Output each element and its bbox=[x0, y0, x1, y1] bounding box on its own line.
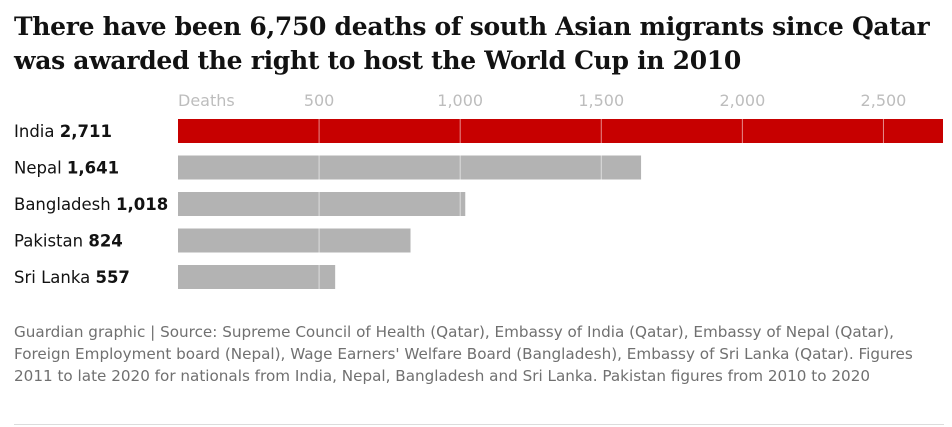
bar-bangladesh bbox=[178, 192, 466, 216]
source-note: Guardian graphic | Source: Supreme Counc… bbox=[14, 323, 913, 385]
bar-india bbox=[178, 119, 943, 143]
value-label: 824 bbox=[88, 232, 122, 251]
value-label: 2,711 bbox=[60, 122, 112, 141]
category-name: Nepal bbox=[14, 159, 67, 178]
value-label: 1,641 bbox=[67, 159, 119, 178]
category-label: Bangladesh 1,018 bbox=[14, 195, 168, 214]
x-axis-label: Deaths bbox=[178, 91, 235, 110]
category-label: Pakistan 824 bbox=[14, 232, 123, 251]
category-name: Pakistan bbox=[14, 232, 88, 251]
x-tick-label: 2,000 bbox=[719, 91, 765, 110]
value-label: 557 bbox=[95, 268, 129, 287]
x-tick-label: 2,500 bbox=[861, 91, 907, 110]
category-label: Sri Lanka 557 bbox=[14, 268, 130, 287]
chart-title: There have been 6,750 deaths of south As… bbox=[14, 12, 930, 75]
x-tick-label: 500 bbox=[304, 91, 335, 110]
bar-pakistan bbox=[178, 228, 411, 253]
x-tick-label: 1,000 bbox=[437, 91, 483, 110]
x-tick-label: 1,500 bbox=[578, 91, 624, 110]
bar-chart: Deaths 500 1,000 1,500 2,000 2,500 India 2,711… bbox=[14, 91, 943, 289]
bar-nepal bbox=[178, 155, 642, 180]
category-name: India bbox=[14, 122, 60, 141]
category-name: Sri Lanka bbox=[14, 268, 95, 287]
category-name: Bangladesh bbox=[14, 195, 116, 214]
value-label: 1,018 bbox=[116, 195, 168, 214]
category-label: India 2,711 bbox=[14, 122, 112, 141]
bottom-divider bbox=[14, 424, 944, 425]
bar-sri-lanka bbox=[178, 265, 336, 289]
category-label: Nepal 1,641 bbox=[14, 159, 119, 178]
